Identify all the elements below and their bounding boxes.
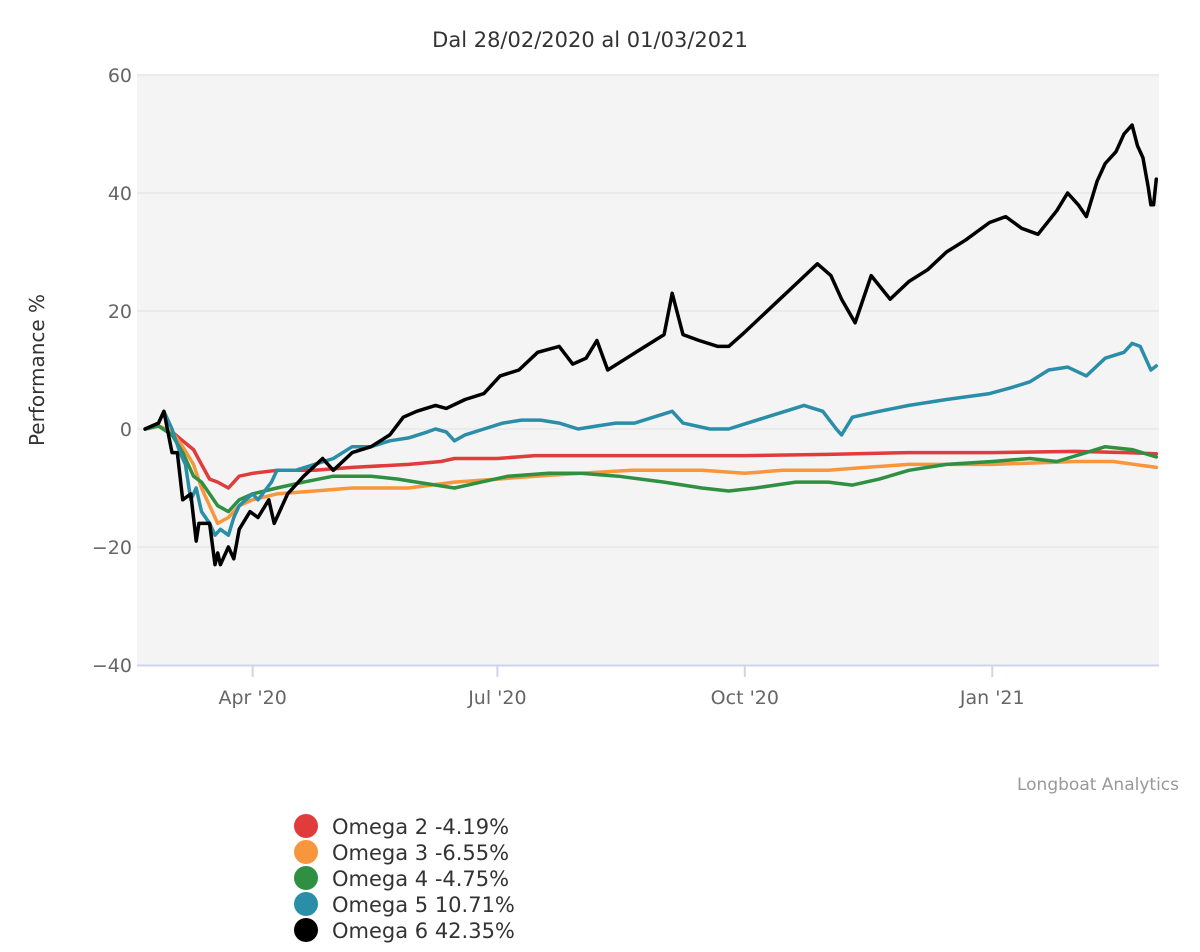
y-tick-label: 20 <box>108 301 132 323</box>
y-tick-label: 0 <box>120 419 132 441</box>
credit-label[interactable]: Longboat Analytics <box>1017 775 1179 795</box>
legend-marker[interactable] <box>294 892 318 916</box>
y-tick-label: 40 <box>108 183 132 205</box>
x-tick-label: Jan '21 <box>959 687 1025 709</box>
grid-layer <box>137 74 1159 548</box>
series-line-omega-2[interactable] <box>143 424 1159 490</box>
plot-background <box>137 75 1159 665</box>
legend-marker[interactable] <box>294 866 318 890</box>
legend-marker[interactable] <box>294 918 318 942</box>
legend-item-label[interactable]: Omega 5 10.71% <box>332 893 515 917</box>
legend-marker[interactable] <box>294 814 318 838</box>
legend-item-label[interactable]: Omega 3 -6.55% <box>332 841 509 865</box>
x-tick-label: Apr '20 <box>218 687 286 709</box>
series-line-omega-6[interactable] <box>143 123 1159 567</box>
y-axis: −40 −20 0 20 40 60 <box>92 65 132 677</box>
legend-item-label[interactable]: Omega 2 -4.19% <box>332 815 509 839</box>
series-line-omega-4[interactable] <box>143 424 1159 514</box>
series-layer <box>143 123 1159 567</box>
y-axis-label: Performance % <box>25 294 49 446</box>
legend-marker[interactable] <box>294 840 318 864</box>
x-tick-label: Oct '20 <box>711 687 779 709</box>
chart-title: Dal 28/02/2020 al 01/03/2021 <box>432 28 748 52</box>
y-tick-label: −20 <box>92 537 132 559</box>
y-tick-label: 60 <box>108 65 132 87</box>
legend-item-label[interactable]: Omega 6 42.35% <box>332 919 515 943</box>
x-tick-label: Jul '20 <box>467 687 526 709</box>
legend: Omega 2 -4.19%Omega 3 -6.55%Omega 4 -4.7… <box>294 814 515 943</box>
series-line-omega-5[interactable] <box>143 341 1159 537</box>
legend-item-label[interactable]: Omega 4 -4.75% <box>332 867 509 891</box>
y-tick-label: −40 <box>92 655 132 677</box>
x-axis: Apr '20 Jul '20 Oct '20 Jan '21 <box>137 664 1159 709</box>
